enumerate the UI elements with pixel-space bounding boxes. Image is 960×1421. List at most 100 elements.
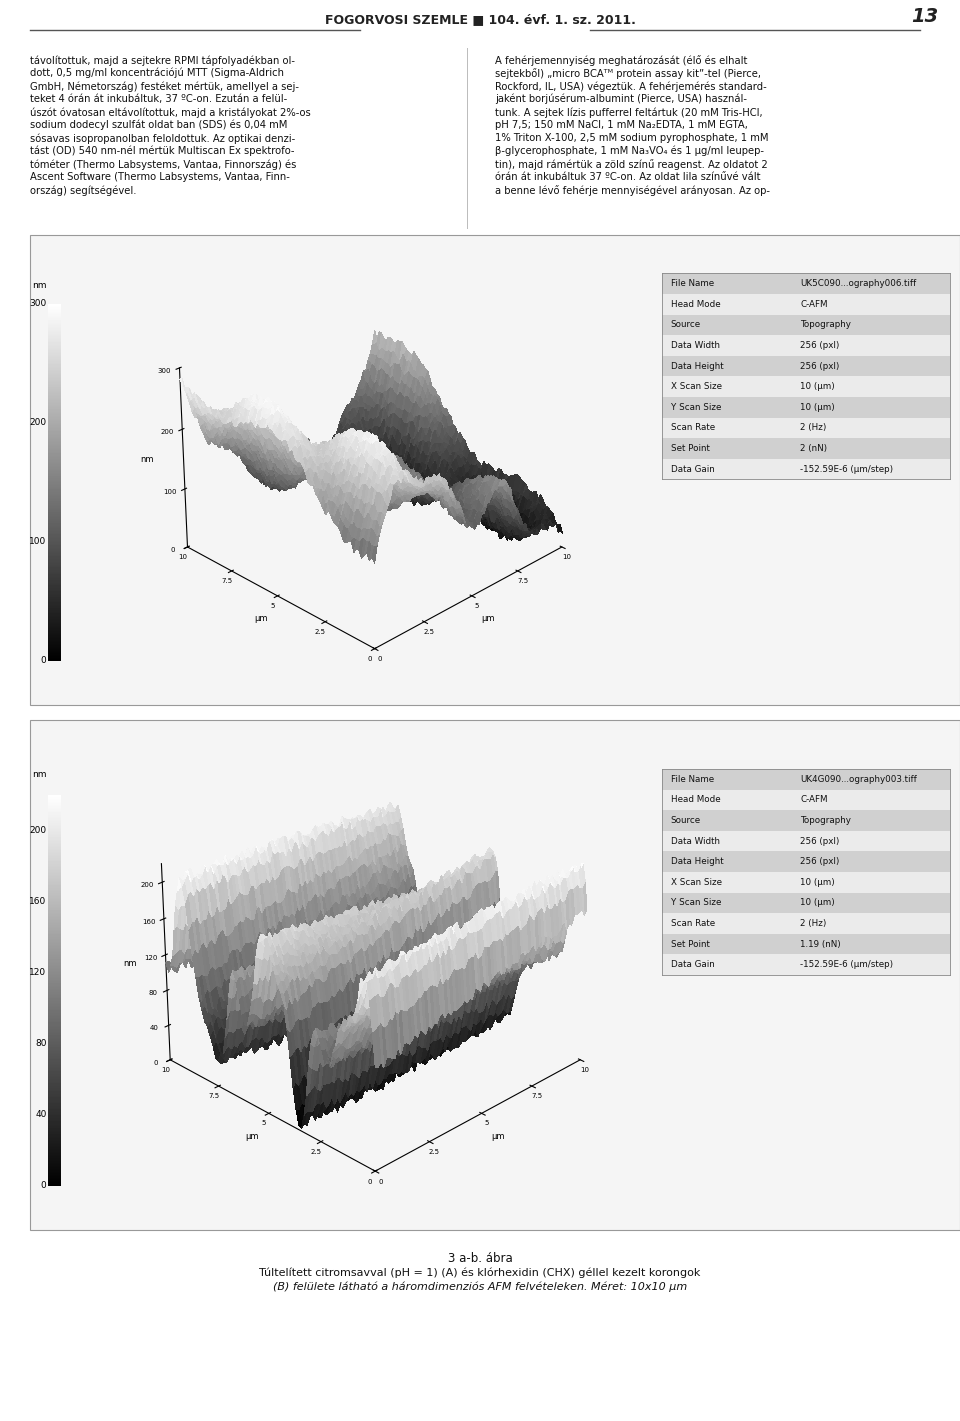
Text: File Name: File Name	[671, 279, 714, 288]
Text: sejtekből) „micro BCAᵀᴹ protein assay kit”-tel (Pierce,: sejtekből) „micro BCAᵀᴹ protein assay ki…	[495, 68, 761, 80]
Text: β-glycerophosphate, 1 mM Na₃VO₄ és 1 μg/ml leupep-: β-glycerophosphate, 1 mM Na₃VO₄ és 1 μg/…	[495, 146, 764, 156]
Y-axis label: μm: μm	[254, 614, 268, 624]
Text: dott, 0,5 mg/ml koncentrációjú MTT (Sigma-Aldrich: dott, 0,5 mg/ml koncentrációjú MTT (Sigm…	[30, 68, 284, 78]
Text: órán át inkubáltuk 37 ºC-on. Az oldat lila színűvé vált: órán át inkubáltuk 37 ºC-on. Az oldat li…	[495, 172, 760, 182]
Text: Data Gain: Data Gain	[671, 465, 714, 473]
Bar	[662, 396, 950, 418]
Bar	[662, 418, 950, 438]
Bar	[662, 314, 950, 335]
Text: távolítottuk, majd a sejtekre RPMI tápfolyadékban ol-: távolítottuk, majd a sejtekre RPMI tápfo…	[30, 55, 295, 65]
Text: 160: 160	[29, 897, 46, 907]
Text: 1.19 (nN): 1.19 (nN)	[801, 939, 841, 949]
Text: 300: 300	[29, 300, 46, 308]
Text: 2 (Hz): 2 (Hz)	[801, 423, 827, 432]
Bar	[662, 790, 950, 810]
Bar	[662, 810, 950, 831]
Bar	[662, 872, 950, 892]
Text: Topography: Topography	[801, 320, 852, 330]
Text: Topography: Topography	[801, 816, 852, 826]
Text: (B) felülete látható a háromdimenziós AFM felvételeken. Méret: 10x10 μm: (B) felülete látható a háromdimenziós AF…	[273, 1282, 687, 1293]
Text: FOGORVOSI SZEMLE ■ 104. évf. 1. sz. 2011.: FOGORVOSI SZEMLE ■ 104. évf. 1. sz. 2011…	[324, 13, 636, 26]
Text: Head Mode: Head Mode	[671, 300, 720, 308]
Text: 2 (Hz): 2 (Hz)	[801, 919, 827, 928]
Text: 3 a-b. ábra: 3 a-b. ábra	[447, 1252, 513, 1265]
Text: 100: 100	[29, 537, 46, 546]
Text: Data Height: Data Height	[671, 857, 723, 867]
Text: sodium dodecyl szulfát oldat ban (SDS) és 0,04 mM: sodium dodecyl szulfát oldat ban (SDS) é…	[30, 119, 287, 131]
Bar	[30, 720, 960, 1231]
Text: a benne lévő fehérje mennyiségével arányosan. Az op-: a benne lévő fehérje mennyiségével arány…	[495, 185, 770, 196]
X-axis label: μm: μm	[492, 1131, 505, 1141]
Bar	[662, 851, 950, 872]
Bar	[662, 335, 950, 355]
Text: ország) segítségével.: ország) segítségével.	[30, 185, 136, 196]
Text: C-AFM: C-AFM	[801, 796, 828, 804]
Text: tin), majd rámértük a zöld színű reagenst. Az oldatot 2: tin), majd rámértük a zöld színű reagens…	[495, 159, 768, 171]
Bar	[662, 377, 950, 396]
Text: 120: 120	[30, 968, 46, 978]
Text: UK5C090...ography006.tiff: UK5C090...ography006.tiff	[801, 279, 917, 288]
Text: Set Point: Set Point	[671, 443, 709, 453]
Text: úszót óvatosan eltávolítottuk, majd a kristályokat 2%-os: úszót óvatosan eltávolítottuk, majd a kr…	[30, 107, 311, 118]
Bar	[662, 294, 950, 314]
Text: File Name: File Name	[671, 774, 714, 784]
Text: 40: 40	[36, 1110, 46, 1120]
Text: -152.59E-6 (μm/step): -152.59E-6 (μm/step)	[801, 961, 894, 969]
Text: 256 (pxl): 256 (pxl)	[801, 341, 840, 350]
Y-axis label: μm: μm	[246, 1131, 259, 1141]
Text: 80: 80	[35, 1039, 46, 1049]
Bar	[662, 273, 950, 294]
Text: Scan Rate: Scan Rate	[671, 423, 715, 432]
Bar	[662, 914, 950, 934]
Text: Y Scan Size: Y Scan Size	[671, 402, 721, 412]
Text: X Scan Size: X Scan Size	[671, 382, 722, 391]
Text: 2 (nN): 2 (nN)	[801, 443, 828, 453]
Text: Scan Rate: Scan Rate	[671, 919, 715, 928]
Text: Y Scan Size: Y Scan Size	[671, 898, 721, 908]
Text: Data Height: Data Height	[671, 361, 723, 371]
Text: C-AFM: C-AFM	[801, 300, 828, 308]
Text: 256 (pxl): 256 (pxl)	[801, 857, 840, 867]
Text: tást (OD) 540 nm-nél mértük Multiscan Ex spektrofo-: tást (OD) 540 nm-nél mértük Multiscan Ex…	[30, 146, 295, 156]
Text: 10 (μm): 10 (μm)	[801, 382, 835, 391]
Text: 200: 200	[30, 418, 46, 428]
Text: 10 (μm): 10 (μm)	[801, 878, 835, 887]
Text: 10 (μm): 10 (μm)	[801, 898, 835, 908]
Text: -152.59E-6 (μm/step): -152.59E-6 (μm/step)	[801, 465, 894, 473]
Text: Data Gain: Data Gain	[671, 961, 714, 969]
Text: A fehérjemennyiség meghatározását (élő és elhalt: A fehérjemennyiség meghatározását (élő é…	[495, 55, 748, 65]
X-axis label: μm: μm	[481, 614, 495, 624]
Text: 0: 0	[40, 1181, 46, 1191]
Bar	[662, 955, 950, 975]
Text: 200: 200	[30, 826, 46, 834]
Text: Head Mode: Head Mode	[671, 796, 720, 804]
Text: 256 (pxl): 256 (pxl)	[801, 361, 840, 371]
Text: nm: nm	[32, 280, 46, 290]
Text: UK4G090...ography003.tiff: UK4G090...ography003.tiff	[801, 774, 917, 784]
Text: 1% Triton X-100, 2,5 mM sodium pyrophosphate, 1 mM: 1% Triton X-100, 2,5 mM sodium pyrophosp…	[495, 134, 769, 144]
Text: 0: 0	[40, 657, 46, 665]
Bar	[662, 355, 950, 377]
Text: Set Point: Set Point	[671, 939, 709, 949]
Text: nm: nm	[32, 770, 46, 779]
Text: tóméter (Thermo Labsystems, Vantaa, Finnország) és: tóméter (Thermo Labsystems, Vantaa, Finn…	[30, 159, 297, 169]
Bar	[662, 934, 950, 955]
Bar	[662, 459, 950, 479]
Text: 256 (pxl): 256 (pxl)	[801, 837, 840, 845]
Text: GmbH, Németország) festéket mértük, amellyel a sej-: GmbH, Németország) festéket mértük, amel…	[30, 81, 299, 91]
Text: pH 7,5; 150 mM NaCl, 1 mM Na₂EDTA, 1 mM EGTA,: pH 7,5; 150 mM NaCl, 1 mM Na₂EDTA, 1 mM …	[495, 119, 748, 129]
Text: Túltelített citromsavval (pH = 1) (A) és klórhexidin (CHX) géllel kezelt korongo: Túltelített citromsavval (pH = 1) (A) és…	[259, 1268, 701, 1279]
Text: Rockford, IL, USA) végeztük. A fehérjemérés standard-: Rockford, IL, USA) végeztük. A fehérjemé…	[495, 81, 767, 91]
Bar	[662, 769, 950, 790]
Text: 10 (μm): 10 (μm)	[801, 402, 835, 412]
Text: X Scan Size: X Scan Size	[671, 878, 722, 887]
Text: sósavas isopropanolban feloldottuk. Az optikai denzi-: sósavas isopropanolban feloldottuk. Az o…	[30, 134, 296, 144]
Text: jaként borjúsérum-albumint (Pierce, USA) használ-: jaként borjúsérum-albumint (Pierce, USA)…	[495, 94, 747, 105]
Text: Source: Source	[671, 816, 701, 826]
Text: Data Width: Data Width	[671, 837, 720, 845]
Text: Source: Source	[671, 320, 701, 330]
Text: teket 4 órán át inkubáltuk, 37 ºC-on. Ezután a felül-: teket 4 órán át inkubáltuk, 37 ºC-on. Ez…	[30, 94, 287, 104]
Text: 13: 13	[911, 7, 938, 26]
Text: Data Width: Data Width	[671, 341, 720, 350]
Bar	[30, 234, 960, 705]
